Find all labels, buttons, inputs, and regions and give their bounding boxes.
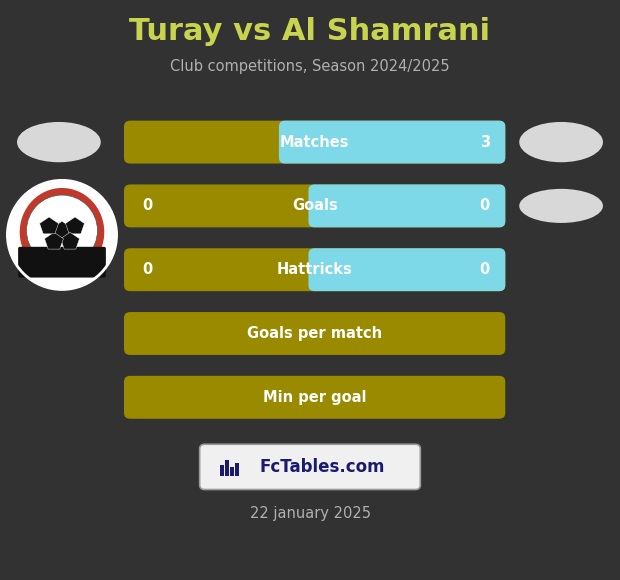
Ellipse shape	[520, 122, 603, 162]
Bar	[235, 463, 239, 476]
Text: FcTables.com: FcTables.com	[260, 458, 385, 476]
Text: Min per goal: Min per goal	[263, 390, 366, 405]
Text: Hattricks: Hattricks	[277, 262, 353, 277]
Ellipse shape	[520, 189, 603, 223]
Text: Goals per match: Goals per match	[247, 326, 382, 341]
Bar	[230, 467, 234, 476]
Bar	[220, 465, 224, 476]
Text: 22 january 2025: 22 january 2025	[249, 506, 371, 521]
FancyBboxPatch shape	[124, 248, 505, 291]
Text: 0: 0	[479, 262, 490, 277]
FancyBboxPatch shape	[124, 184, 505, 227]
Ellipse shape	[7, 180, 117, 289]
FancyBboxPatch shape	[200, 444, 420, 490]
Text: Goals: Goals	[292, 198, 337, 213]
Ellipse shape	[27, 195, 97, 266]
Text: Matches: Matches	[280, 135, 350, 150]
Text: 0: 0	[143, 262, 153, 277]
FancyBboxPatch shape	[279, 121, 505, 164]
FancyBboxPatch shape	[124, 376, 505, 419]
Text: 0: 0	[479, 198, 490, 213]
FancyBboxPatch shape	[309, 184, 505, 227]
FancyBboxPatch shape	[124, 312, 505, 355]
Text: Turay vs Al Shamrani: Turay vs Al Shamrani	[130, 17, 490, 46]
Text: 3: 3	[480, 135, 490, 150]
FancyBboxPatch shape	[309, 248, 505, 291]
Text: Club competitions, Season 2024/2025: Club competitions, Season 2024/2025	[170, 59, 450, 74]
Text: 0: 0	[143, 198, 153, 213]
Ellipse shape	[20, 188, 104, 276]
Ellipse shape	[17, 122, 100, 162]
FancyBboxPatch shape	[18, 247, 106, 278]
FancyBboxPatch shape	[124, 121, 505, 164]
Bar	[225, 461, 229, 476]
